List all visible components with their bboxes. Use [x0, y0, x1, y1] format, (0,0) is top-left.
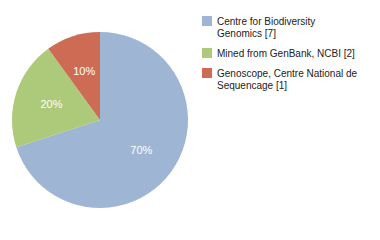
legend-label: Mined from GenBank, NCBI [2] — [217, 48, 355, 59]
legend-label: Genoscope, Centre National deSequencage … — [217, 68, 358, 91]
data-label: 70% — [130, 144, 152, 156]
chart: 70% 20% 10% Centre for BiodiversityGenomics… — [0, 0, 380, 240]
data-labels: 70% 20% 10% — [40, 65, 152, 156]
legend-label-line: Centre for Biodiversity — [217, 16, 315, 27]
legend-item: Centre for BiodiversityGenomics [7] — [202, 16, 315, 39]
legend-label-line: Genoscope, Centre National de — [217, 68, 358, 79]
data-label: 20% — [40, 98, 62, 110]
legend-label: Centre for BiodiversityGenomics [7] — [217, 16, 315, 39]
legend-label-line: Genomics [7] — [217, 28, 276, 39]
legend-swatch — [202, 48, 212, 58]
data-label: 10% — [73, 65, 95, 77]
pie — [12, 32, 188, 208]
legend-item: Mined from GenBank, NCBI [2] — [202, 48, 355, 59]
legend-label-line: Mined from GenBank, NCBI [2] — [217, 48, 355, 59]
legend-swatch — [202, 16, 212, 26]
legend-swatch — [202, 68, 212, 78]
legend-label-line: Sequencage [1] — [217, 80, 287, 91]
legend-item: Genoscope, Centre National deSequencage … — [202, 68, 358, 91]
legend: Centre for BiodiversityGenomics [7] Mined… — [202, 16, 358, 91]
